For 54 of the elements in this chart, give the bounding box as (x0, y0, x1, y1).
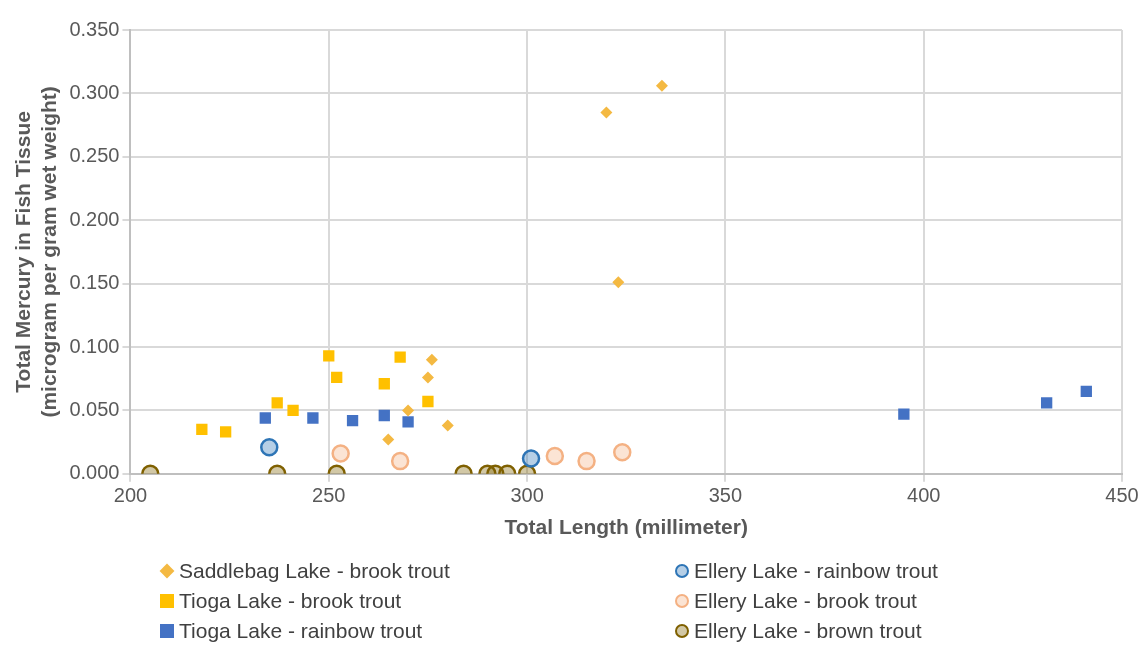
x-tick-label: 200 (113, 484, 148, 507)
legend-label: Tioga Lake - brook trout (178, 588, 403, 614)
legend-label: Ellery Lake - brook trout (693, 588, 918, 614)
point (271, 397, 283, 409)
point (287, 404, 299, 417)
x-tick-label: 250 (312, 484, 346, 507)
point (655, 79, 668, 92)
point (402, 404, 415, 417)
point (390, 451, 410, 471)
point (260, 437, 279, 457)
x-tick-label: 400 (907, 484, 941, 507)
point (521, 449, 541, 468)
point (422, 395, 434, 408)
point (378, 378, 390, 390)
point (394, 351, 406, 363)
point (898, 408, 910, 420)
y-tick-label: 0.150 (69, 271, 120, 294)
point (307, 412, 319, 424)
y-tick-label: 0.100 (69, 334, 120, 357)
point (1080, 385, 1092, 398)
point (441, 419, 454, 432)
point (378, 409, 390, 422)
point (613, 442, 632, 462)
point (346, 414, 359, 427)
legend-label: Saddlebag Lake - brook trout (178, 558, 451, 584)
point (421, 371, 434, 384)
point (425, 353, 438, 366)
point (259, 412, 271, 424)
y-axis-title: Total Mercury in Fish Tissue (microgram per gram wet weight) (11, 86, 60, 418)
point (577, 451, 596, 471)
x-axis-title: Total Length (millimeter) (504, 515, 748, 539)
y-tick-label: 0.250 (69, 144, 120, 167)
point (545, 446, 565, 466)
point (219, 426, 232, 438)
point (331, 444, 350, 463)
point (331, 371, 343, 384)
y-tick-label: 0.050 (69, 397, 120, 420)
x-tick-label: 350 (708, 484, 743, 507)
point (402, 416, 414, 428)
legend-label: Ellery Lake - rainbow trout (693, 558, 939, 584)
y-tick-label: 0.300 (69, 80, 120, 103)
point (196, 423, 208, 436)
point (382, 433, 395, 446)
point (600, 106, 613, 119)
x-tick-label: 450 (1105, 484, 1139, 507)
y-tick-label: 0.350 (69, 17, 120, 40)
y-tick-label: 0.000 (69, 461, 120, 484)
legend-label: Ellery Lake - brown trout (693, 618, 923, 644)
x-tick-label: 300 (510, 484, 544, 507)
y-tick-label: 0.200 (69, 207, 120, 230)
point (1040, 397, 1053, 409)
point (323, 350, 335, 362)
legend-label: Tioga Lake - rainbow trout (178, 618, 424, 644)
point (612, 276, 625, 289)
